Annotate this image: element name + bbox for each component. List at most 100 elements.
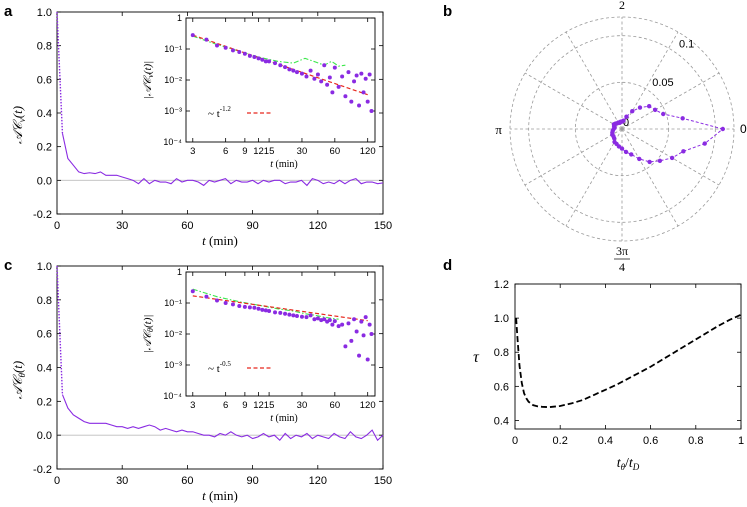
d-ytick-label: 0.4 bbox=[494, 415, 509, 427]
inset-ylabel-c: |𝒜𝒞θ(t)| bbox=[142, 315, 155, 354]
a-xtick-label: 150 bbox=[374, 220, 392, 232]
a-inset-xtick-label: 60 bbox=[330, 146, 341, 157]
a-inset-point bbox=[315, 72, 320, 77]
a-inset-point bbox=[359, 71, 364, 76]
b-angle-spoke bbox=[524, 72, 623, 130]
c-inset-point bbox=[287, 312, 292, 317]
inset-frame-a bbox=[185, 17, 376, 143]
c-inset-point bbox=[304, 315, 309, 320]
a-inset-point bbox=[304, 74, 309, 79]
a-inset-point bbox=[215, 43, 220, 48]
c-inset-point bbox=[252, 305, 257, 310]
c-ytick-label: 0.0 bbox=[37, 430, 52, 442]
c-inset-xtick-label: 60 bbox=[330, 400, 341, 411]
inset-a: 10⁻⁴ 10⁻³ 10⁻² 10⁻¹ 1 3 6 9 12 15 30 60 120 |𝒜𝒞v(t)|… bbox=[142, 13, 376, 170]
b-angle-label-top-den: 2 bbox=[619, 0, 625, 12]
a-xtick-label: 90 bbox=[246, 220, 258, 232]
c-inset-point bbox=[365, 357, 370, 362]
b-angle-label-right: 0 bbox=[740, 122, 747, 136]
c-inset-point bbox=[237, 304, 242, 309]
c-inset-point bbox=[359, 319, 364, 324]
a-inset-point bbox=[346, 70, 351, 75]
panel-label-d: d bbox=[443, 257, 452, 274]
inset-xlabel-c: t (min) bbox=[270, 413, 298, 424]
inset-xlabel-a: t (min) bbox=[270, 159, 298, 170]
d-xtick-label: 0.6 bbox=[643, 435, 658, 447]
a-inset-point bbox=[325, 82, 330, 87]
a-inset-point bbox=[223, 45, 228, 50]
a-inset-xtick-label: 6 bbox=[223, 146, 228, 157]
c-ytick-label: -0.2 bbox=[33, 464, 52, 476]
a-inset-point bbox=[312, 76, 317, 81]
a-inset-point bbox=[247, 53, 252, 58]
b-distribution-point bbox=[637, 156, 642, 162]
c-inset-point bbox=[223, 301, 228, 305]
a-inset-point bbox=[230, 48, 235, 53]
c-inset-green-curve bbox=[192, 288, 339, 320]
c-series-initial-drop bbox=[56, 265, 64, 395]
b-distribution-point bbox=[630, 109, 635, 114]
a-inset-point bbox=[322, 63, 327, 68]
panel-label-b: b bbox=[443, 3, 452, 20]
c-inset-point bbox=[263, 308, 268, 313]
c-inset-xtick-label: 15 bbox=[264, 400, 275, 411]
panel-b: b 0ππ23π400.050.1 bbox=[443, 0, 747, 274]
a-ytick-label: 0.0 bbox=[37, 175, 52, 187]
a-ytick-label: 0.8 bbox=[37, 41, 52, 53]
inset-ylabel-a: |𝒜𝒞v(t)| bbox=[142, 61, 155, 99]
c-inset-ytick-label: 10⁻³ bbox=[164, 360, 182, 370]
a-ytick-label: 0.6 bbox=[37, 74, 52, 86]
polar-axes-b: 0ππ23π400.050.1 bbox=[495, 0, 747, 274]
a-inset-point bbox=[308, 68, 313, 73]
c-ytick-label: 0.6 bbox=[37, 329, 52, 341]
a-inset-point bbox=[294, 70, 299, 75]
c-ytick-label: 0.8 bbox=[37, 295, 52, 307]
b-angle-spoke bbox=[621, 72, 720, 130]
a-inset-point bbox=[319, 79, 324, 84]
c-inset-xtick-label: 12 bbox=[253, 400, 264, 411]
a-ytick-label: -0.2 bbox=[33, 209, 52, 221]
c-inset-point bbox=[278, 310, 283, 315]
a-series-line bbox=[61, 133, 384, 187]
a-inset-point bbox=[354, 73, 359, 78]
a-inset-ytick-label: 10⁻³ bbox=[164, 106, 182, 116]
c-inset-point bbox=[361, 333, 366, 338]
b-distribution-line bbox=[611, 105, 724, 163]
c-inset-point bbox=[340, 322, 345, 327]
d-xtick-label: 0 bbox=[512, 435, 518, 447]
c-inset-point bbox=[369, 332, 374, 336]
a-inset-point bbox=[332, 65, 337, 70]
c-xtick-label: 60 bbox=[181, 475, 193, 487]
c-inset-point bbox=[330, 322, 335, 327]
xlabel-a: t (min) bbox=[202, 233, 238, 248]
b-distribution-point bbox=[629, 152, 634, 157]
a-inset-ytick-label: 10⁻¹ bbox=[164, 44, 182, 54]
b-radial-label: 0 bbox=[623, 117, 629, 129]
c-inset-point bbox=[315, 316, 320, 321]
a-inset-point bbox=[349, 99, 354, 104]
c-inset-point bbox=[190, 289, 195, 294]
c-inset-point bbox=[299, 314, 304, 319]
axes-a: -0.2 0.0 0.2 0.4 0.6 0.8 1.0 0 30 60 90 120 150 bbox=[33, 7, 392, 232]
d-xtick-label: 1 bbox=[738, 435, 744, 447]
c-inset-ytick-label: 10⁻¹ bbox=[164, 298, 182, 308]
c-inset-xtick-label: 3 bbox=[190, 400, 195, 411]
b-angle-spoke bbox=[565, 128, 623, 227]
a-inset-xtick-label: 30 bbox=[297, 146, 308, 157]
d-xtick-label: 0.4 bbox=[598, 435, 613, 447]
a-inset-point bbox=[357, 103, 362, 108]
b-angle-label-left: π bbox=[495, 122, 502, 137]
a-inset-xtick-label: 15 bbox=[264, 146, 275, 157]
b-angle-spoke bbox=[524, 128, 623, 186]
c-inset-point bbox=[367, 322, 372, 327]
a-xtick-label: 0 bbox=[54, 220, 60, 232]
a-ytick-label: 0.4 bbox=[37, 108, 52, 120]
c-inset-point bbox=[363, 315, 368, 320]
c-inset-ytick-label: 10⁻⁴ bbox=[163, 391, 182, 401]
a-inset-point bbox=[365, 99, 370, 104]
b-radial-label: 0.05 bbox=[652, 77, 673, 89]
c-inset-point bbox=[256, 306, 261, 311]
a-inset-point bbox=[190, 33, 195, 38]
b-angle-label-bottom-den: 4 bbox=[619, 260, 625, 274]
d-ytick-label: 0.8 bbox=[494, 347, 509, 359]
